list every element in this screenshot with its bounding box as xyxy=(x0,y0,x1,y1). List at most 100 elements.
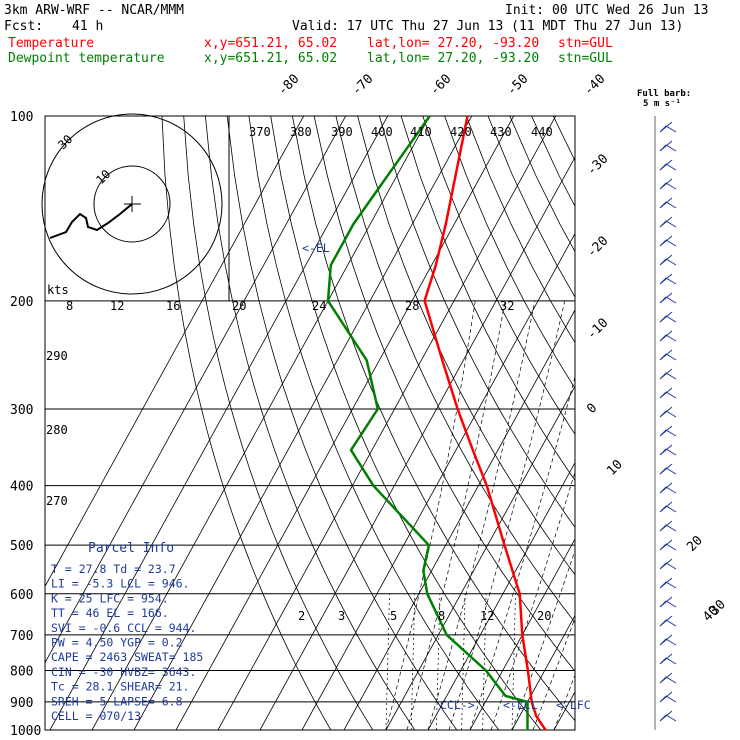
wind-barb xyxy=(659,140,677,152)
pressure-label: 1000 xyxy=(10,724,41,739)
dry-adiabat xyxy=(292,116,575,722)
isotherm-line xyxy=(133,116,473,730)
wind-barb xyxy=(659,159,677,171)
isotherm-line xyxy=(301,232,575,730)
wind-barbs: Full barb:5 m s⁻¹ xyxy=(637,89,691,730)
hodo-speed-label: 20 xyxy=(232,299,246,313)
isotherm-label: -80 xyxy=(275,72,302,99)
barb-legend-label: Full barb: xyxy=(637,89,691,99)
isotherm-label: -10 xyxy=(584,316,611,343)
wind-barb xyxy=(659,539,677,551)
wind-barb xyxy=(659,292,677,304)
forecast-value: 41 h xyxy=(72,19,104,34)
wind-barb xyxy=(659,235,677,247)
isotherm-line xyxy=(175,116,515,730)
isotherm-label: -60 xyxy=(427,72,454,99)
wind-barb xyxy=(659,178,677,190)
annotation-label: <-LFC xyxy=(556,698,591,712)
wind-barb xyxy=(659,482,677,494)
dry-adiabat xyxy=(270,116,542,730)
isotherm-label: 20 xyxy=(684,533,706,555)
wind-barb xyxy=(659,273,677,285)
theta-label: 280 xyxy=(46,423,68,437)
hodo-speed-label: 12 xyxy=(110,299,124,313)
hodo-ring-label: 10 xyxy=(93,167,113,187)
wind-barb xyxy=(659,387,677,399)
dry-adiabat xyxy=(205,116,416,730)
theta-label: 270 xyxy=(46,494,68,508)
dry-adiabat xyxy=(183,116,374,730)
wind-barb xyxy=(659,596,677,608)
wind-barb xyxy=(659,691,677,703)
annotation-label: <-EL xyxy=(302,241,330,255)
annotation-label: <-LCL xyxy=(503,698,538,712)
hodo-units-label: kts xyxy=(47,283,69,297)
barb-legend-units: 5 m s⁻¹ xyxy=(643,99,681,109)
theta-label: 410 xyxy=(410,125,432,139)
parcel-info-row: T = 27.8 Td = 23.7 xyxy=(51,562,176,576)
wind-barb xyxy=(659,463,677,475)
pressure-label: 200 xyxy=(10,295,33,310)
dewpoint-station: stn=GUL xyxy=(558,51,613,66)
parcel-info-row: CIN = -30 HVBZ= 3643. xyxy=(51,665,196,679)
wind-barb xyxy=(659,558,677,570)
isotherm-line xyxy=(45,116,305,588)
wind-barb xyxy=(659,197,677,209)
model-title: 3km ARW-WRF -- NCAR/MMM xyxy=(4,3,185,18)
mixing-ratio-label: 12 xyxy=(480,609,494,623)
isotherm-line xyxy=(511,614,575,730)
theta-label: 380 xyxy=(290,125,312,139)
forecast-label: Fcst: xyxy=(4,19,44,34)
isotherm-label: -30 xyxy=(584,152,611,179)
dry-adiabat xyxy=(400,116,575,482)
theta-label: 440 xyxy=(531,125,553,139)
valid-time: Valid: 17 UTC Thu 27 Jun 13 (11 MDT Thu … xyxy=(292,19,684,34)
pressure-label: 800 xyxy=(10,664,33,679)
parcel-info-panel: Parcel Info T = 27.8 Td = 23.7LI = -5.3 L… xyxy=(51,541,203,723)
isotherm-line xyxy=(469,538,575,730)
isotherm-line xyxy=(343,309,575,730)
wind-barb xyxy=(659,121,677,133)
profile-layer: <-EL <-LCL <-LFC CCL-> xyxy=(302,115,591,731)
wind-barb xyxy=(659,368,677,380)
mixing-ratio-label: 20 xyxy=(537,609,551,623)
parcel-info-row: SREH = 5 LAPSE= 6.8 xyxy=(51,694,183,708)
isotherm-label: -50 xyxy=(504,72,531,99)
mixing-ratio-label: 2 xyxy=(298,609,305,623)
pressure-label: 900 xyxy=(10,696,33,711)
isotherm-line xyxy=(49,116,389,730)
parcel-info-row: CELL = 070/13 xyxy=(51,709,141,723)
wind-barb xyxy=(659,501,677,513)
isotherm-label: 10 xyxy=(604,457,626,479)
hodo-speed-label: 16 xyxy=(166,299,180,313)
theta-label: 400 xyxy=(371,125,393,139)
dry-adiabat xyxy=(226,116,458,730)
isotherm-label: -20 xyxy=(584,234,611,261)
dewpoint-xy: x,y=651.21, 65.02 xyxy=(204,51,338,66)
init-time: Init: 00 UTC Wed 26 Jun 13 xyxy=(505,3,709,18)
wind-barb xyxy=(659,615,677,627)
wind-barb xyxy=(659,520,677,532)
plot-frame xyxy=(44,115,576,731)
wind-barb xyxy=(659,311,677,323)
dry-adiabat xyxy=(313,116,575,672)
isotherm-line xyxy=(217,116,557,730)
isotherm-label: 0 xyxy=(584,401,600,417)
mixing-ratio-label: 3 xyxy=(338,609,345,623)
temperature-profile xyxy=(423,115,547,731)
isotherm-label: -40 xyxy=(581,72,608,99)
wind-barb xyxy=(659,672,677,684)
dry-adiabat xyxy=(335,116,575,624)
temperature-latlon: lat,lon= 27.20, -93.20 xyxy=(367,36,540,51)
isotherm-line xyxy=(259,156,575,730)
parcel-info-row: TT = 46 EL = 166. xyxy=(51,606,169,620)
wind-barb xyxy=(659,710,677,722)
pressure-label: 100 xyxy=(10,110,33,125)
wind-barb xyxy=(659,216,677,228)
dry-adiabat xyxy=(248,116,500,730)
parcel-info-row: Tc = 28.1 SHEAR= 21. xyxy=(51,680,189,694)
dry-adiabat xyxy=(444,116,575,390)
clipped-grid xyxy=(45,116,575,730)
hodo-speed-label: 8 xyxy=(66,299,73,313)
